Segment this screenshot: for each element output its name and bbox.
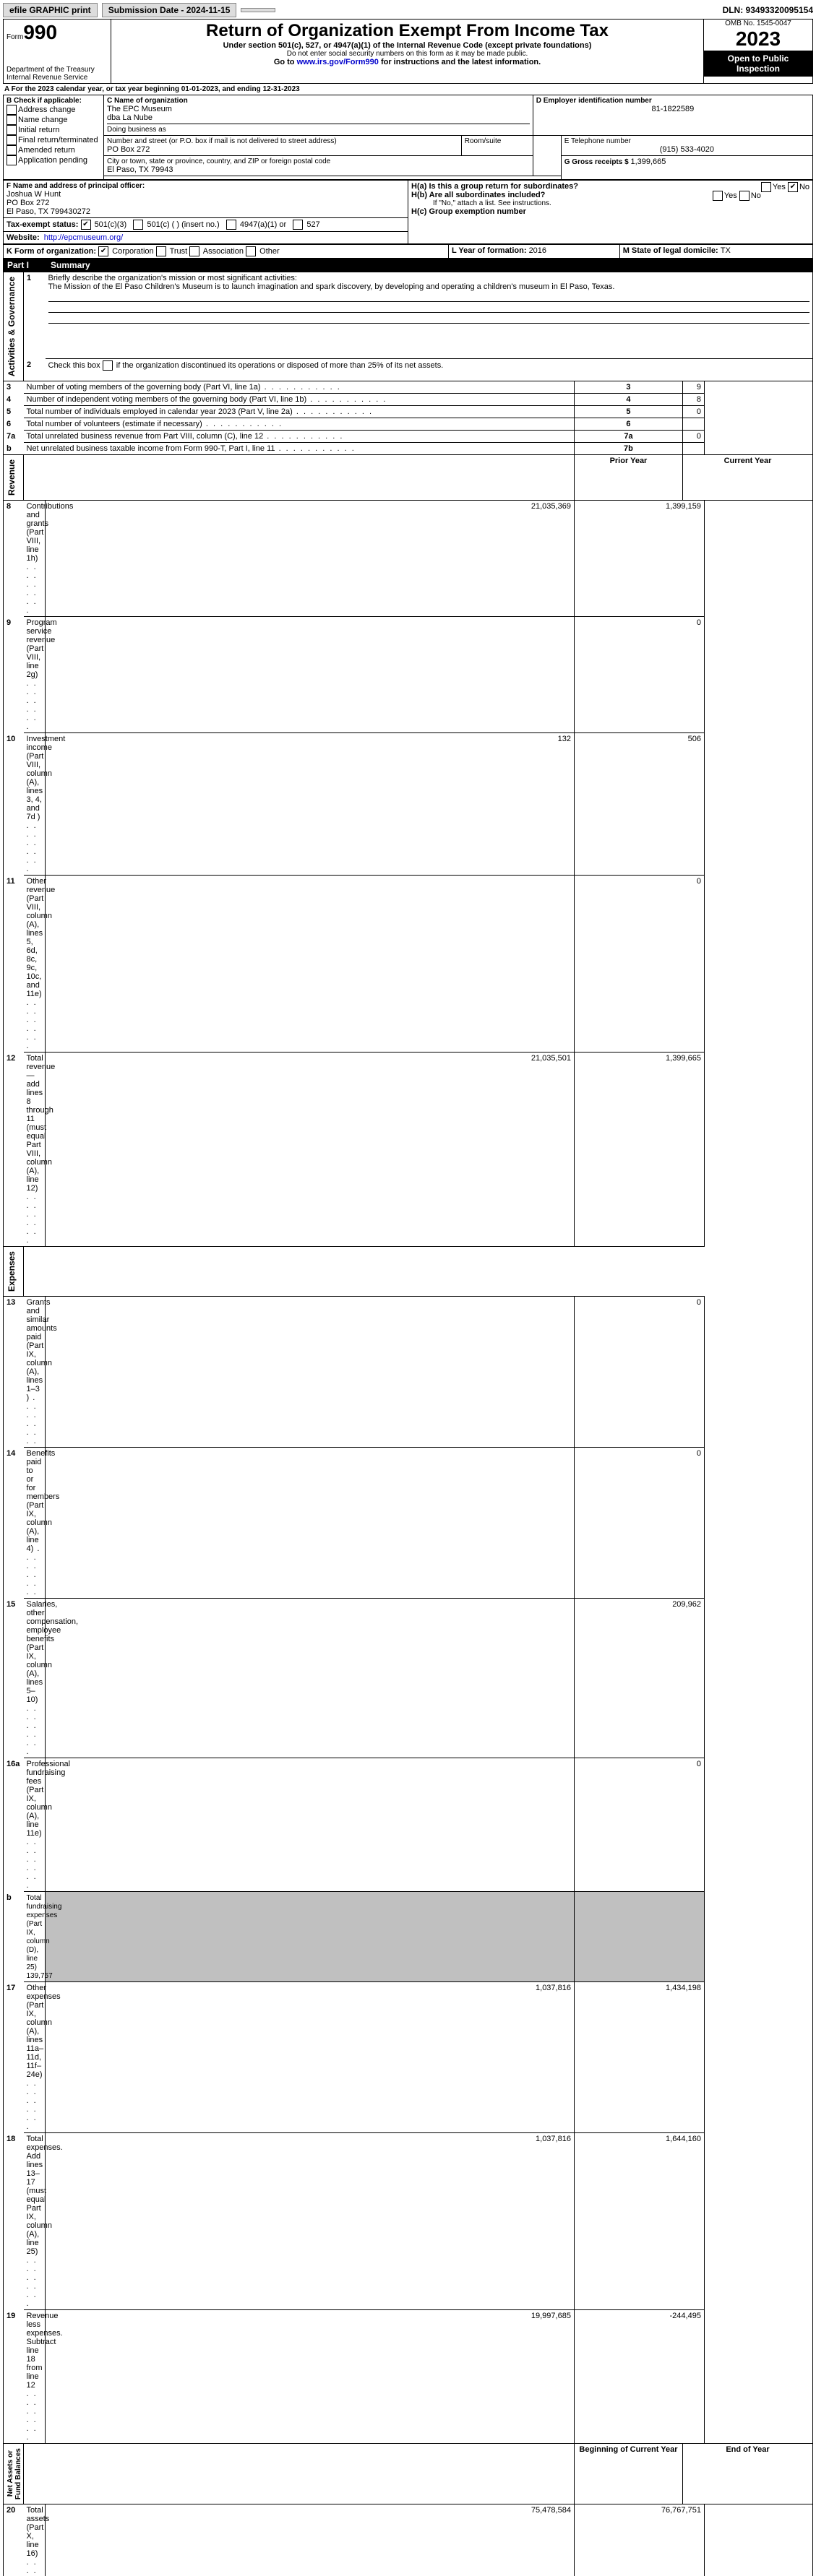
efile-print-button[interactable]: efile GRAPHIC print bbox=[3, 3, 98, 17]
chk-527[interactable] bbox=[293, 220, 303, 230]
hb-yes[interactable] bbox=[713, 191, 723, 201]
chk-address[interactable]: Address change bbox=[7, 105, 100, 115]
chk-corp[interactable] bbox=[98, 246, 108, 256]
money-row: 14Benefits paid to or for members (Part … bbox=[4, 1448, 813, 1599]
officer-status: F Name and address of principal officer:… bbox=[3, 180, 813, 244]
summary-row: 6Total number of volunteers (estimate if… bbox=[4, 418, 813, 431]
street: PO Box 272 bbox=[107, 145, 458, 154]
side-ag: Activities & Governance bbox=[7, 274, 17, 379]
street-label: Number and street (or P.O. box if mail i… bbox=[107, 137, 458, 145]
h-c: H(c) Group exemption number bbox=[411, 207, 809, 216]
return-title: Return of Organization Exempt From Incom… bbox=[114, 21, 700, 41]
summary-row: 5Total number of individuals employed in… bbox=[4, 406, 813, 418]
box-j-label: Website: bbox=[7, 233, 40, 242]
chk-amended[interactable]: Amended return bbox=[7, 145, 100, 155]
state-domicile: TX bbox=[721, 246, 731, 255]
box-e-label: E Telephone number bbox=[564, 137, 809, 145]
org-form-row: K Form of organization: Corporation Trus… bbox=[3, 244, 813, 259]
current-year-hdr: Current Year bbox=[682, 455, 812, 501]
year-formation: 2016 bbox=[529, 246, 546, 255]
chk-501c[interactable] bbox=[133, 220, 143, 230]
chk-final[interactable]: Final return/terminated bbox=[7, 135, 100, 145]
gross-receipts: 1,399,665 bbox=[630, 157, 666, 166]
side-net: Net Assets orFund Balances bbox=[7, 2445, 22, 2502]
return-subtitle: Under section 501(c), 527, or 4947(a)(1)… bbox=[114, 41, 700, 50]
top-bar: efile GRAPHIC print Submission Date - 20… bbox=[3, 3, 813, 17]
mission-text: The Mission of the El Paso Children's Mu… bbox=[48, 282, 615, 291]
open-inspection: Open to Public Inspection bbox=[704, 51, 812, 77]
box-g-label: G Gross receipts $ bbox=[564, 158, 631, 166]
box-d-label: D Employer identification number bbox=[536, 97, 809, 105]
money-row: 13Grants and similar amounts paid (Part … bbox=[4, 1297, 813, 1448]
submission-date: Submission Date - 2024-11-15 bbox=[102, 3, 237, 17]
money-row: 17Other expenses (Part IX, column (A), l… bbox=[4, 1982, 813, 2133]
summary-row: 7aTotal unrelated business revenue from … bbox=[4, 431, 813, 443]
dept-treasury: Department of the TreasuryInternal Reven… bbox=[7, 66, 108, 82]
ein: 81-1822589 bbox=[536, 105, 809, 113]
ha-no[interactable] bbox=[788, 182, 798, 192]
blank-button bbox=[241, 8, 275, 12]
money-row: 16aProfessional fundraising fees (Part I… bbox=[4, 1758, 813, 1892]
money-row: 9Program service revenue (Part VIII, lin… bbox=[4, 617, 813, 733]
room-label: Room/suite bbox=[465, 137, 530, 145]
chk-other[interactable] bbox=[246, 246, 256, 256]
box-c-label: C Name of organization bbox=[107, 97, 530, 105]
chk-assoc[interactable] bbox=[189, 246, 199, 256]
omb-number: OMB No. 1545-0047 bbox=[704, 20, 812, 27]
chk-name[interactable]: Name change bbox=[7, 115, 100, 125]
money-row: 11Other revenue (Part VIII, column (A), … bbox=[4, 876, 813, 1053]
box-i-label: Tax-exempt status: bbox=[7, 220, 78, 229]
l2-text: Check this box if the organization disco… bbox=[48, 361, 444, 370]
tax-year: 2023 bbox=[704, 27, 812, 51]
officer-addr2: El Paso, TX 799430272 bbox=[7, 207, 405, 216]
chk-501c3[interactable] bbox=[81, 220, 91, 230]
ha-yes[interactable] bbox=[761, 182, 771, 192]
hb-no[interactable] bbox=[739, 191, 750, 201]
part1-header: Part ISummary bbox=[3, 259, 813, 272]
bcy-hdr: Beginning of Current Year bbox=[574, 2444, 682, 2504]
form-prefix: Form bbox=[7, 33, 23, 41]
org-dba: dba La Nube bbox=[107, 113, 530, 122]
chk-trust[interactable] bbox=[156, 246, 166, 256]
money-row: 12Total revenue—add lines 8 through 11 (… bbox=[4, 1053, 813, 1247]
chk-initial[interactable]: Initial return bbox=[7, 125, 100, 135]
money-row: 8Contributions and grants (Part VIII, li… bbox=[4, 501, 813, 617]
box-b-label: B Check if applicable: bbox=[7, 97, 100, 105]
chk-discontinued[interactable] bbox=[103, 360, 113, 371]
city-label: City or town, state or province, country… bbox=[107, 157, 530, 165]
h-a: H(a) Is this a group return for subordin… bbox=[411, 182, 809, 191]
ssn-warning: Do not enter social security numbers on … bbox=[114, 50, 700, 58]
phone: (915) 533-4020 bbox=[564, 145, 809, 154]
summary-row: 4Number of independent voting members of… bbox=[4, 394, 813, 406]
prior-year-hdr: Prior Year bbox=[574, 455, 682, 501]
dba-label: Doing business as bbox=[107, 126, 530, 134]
period-line: A For the 2023 calendar year, or tax yea… bbox=[3, 84, 813, 95]
chk-pending[interactable]: Application pending bbox=[7, 155, 100, 165]
side-rev: Revenue bbox=[7, 457, 17, 498]
eoy-hdr: End of Year bbox=[682, 2444, 812, 2504]
h-b: H(b) Are all subordinates included? Yes … bbox=[411, 191, 809, 199]
money-row: 15Salaries, other compensation, employee… bbox=[4, 1599, 813, 1758]
dln: DLN: 93493320095154 bbox=[723, 5, 813, 15]
chk-4947[interactable] bbox=[226, 220, 236, 230]
summary-row: 3Number of voting members of the governi… bbox=[4, 381, 813, 394]
money-row: 18Total expenses. Add lines 13–17 (must … bbox=[4, 2133, 813, 2310]
irs-link[interactable]: www.irs.gov/Form990 bbox=[297, 58, 379, 66]
entity-info: B Check if applicable: Address change Na… bbox=[3, 95, 813, 180]
officer-addr1: PO Box 272 bbox=[7, 199, 405, 207]
part1-table: Activities & Governance 1 Briefly descri… bbox=[3, 272, 813, 2576]
goto-line: Go to www.irs.gov/Form990 for instructio… bbox=[114, 58, 700, 66]
city: El Paso, TX 79943 bbox=[107, 165, 530, 174]
box-f-label: F Name and address of principal officer: bbox=[7, 182, 405, 190]
officer-name: Joshua W Hunt bbox=[7, 190, 405, 199]
form-number: 990 bbox=[23, 21, 57, 43]
org-name: The EPC Museum bbox=[107, 105, 530, 113]
money-row: 10Investment income (Part VIII, column (… bbox=[4, 733, 813, 876]
header-table: Form990 Department of the TreasuryIntern… bbox=[3, 19, 813, 84]
money-row: 20Total assets (Part X, line 16)75,478,5… bbox=[4, 2504, 813, 2576]
website-link[interactable]: http://epcmuseum.org/ bbox=[44, 233, 123, 242]
l1-label: Briefly describe the organization's miss… bbox=[48, 274, 297, 282]
money-row: bTotal fundraising expenses (Part IX, co… bbox=[4, 1892, 813, 1982]
money-row: 19Revenue less expenses. Subtract line 1… bbox=[4, 2310, 813, 2444]
